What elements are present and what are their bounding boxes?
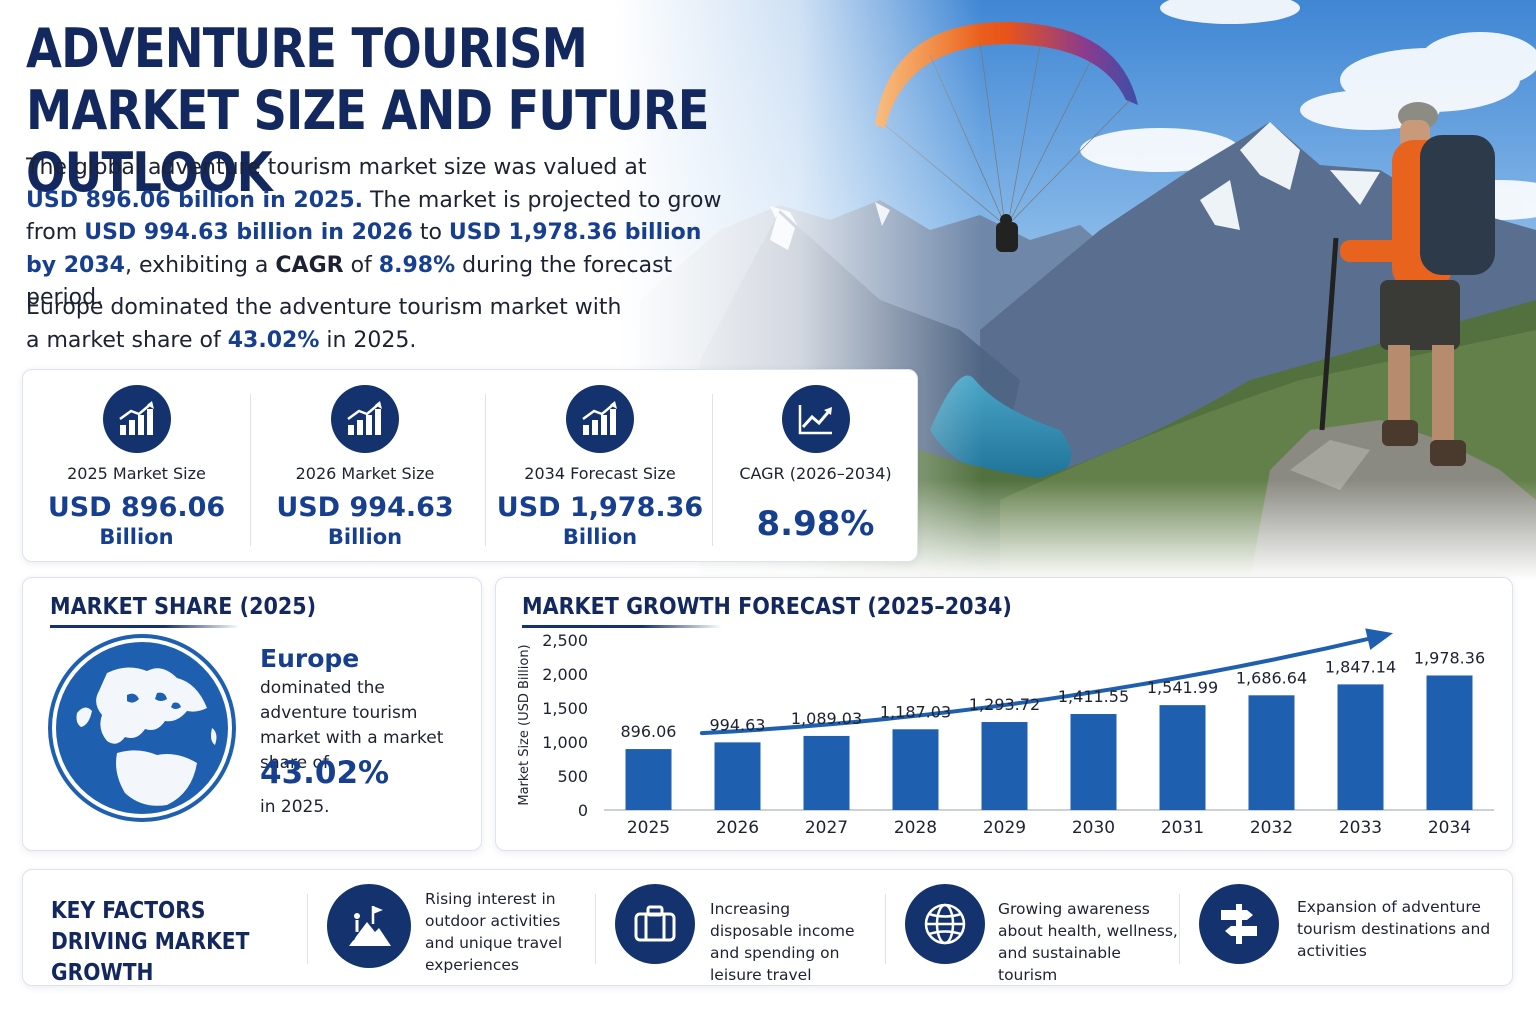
- kpi-label: 2026 Market Size: [295, 464, 435, 483]
- trend-arrow-line: [699, 632, 1390, 736]
- kpi-unit: Billion: [562, 525, 638, 549]
- y-axis-label: Market Size (USD Billion): [517, 644, 532, 805]
- factor-divider: [307, 894, 308, 964]
- kpi-2026-market-size: 2026 Market Size USD 994.63 Billion: [250, 370, 480, 563]
- trend-line-icon: [781, 385, 850, 453]
- y-tick-label: 2,500: [542, 631, 588, 650]
- x-tick-label: 2033: [1339, 818, 1382, 838]
- bar-value-label: 1,686.64: [1236, 668, 1307, 687]
- kpi-value: USD 1,978.36: [496, 492, 704, 523]
- bar-2034: [1426, 675, 1473, 810]
- kpi-2025-market-size: 2025 Market Size USD 896.06 Billion: [23, 370, 250, 563]
- bar-chart-up-icon: [102, 385, 171, 453]
- x-tick-label: 2026: [716, 818, 759, 838]
- kpi-divider: [250, 394, 251, 546]
- market-share-year: in 2025.: [260, 797, 330, 817]
- signpost-icon: [1199, 884, 1279, 964]
- kpi-2034-forecast-size: 2034 Forecast Size USD 1,978.36 Billion: [485, 370, 715, 563]
- bar-value-label: 1,187.03: [880, 702, 951, 721]
- bar-value-label: 1,978.36: [1414, 648, 1485, 667]
- bar-2029: [981, 722, 1028, 810]
- growth-bar-chart: Market Size (USD Billion) 2,500 2,000 1,500…: [517, 628, 1494, 838]
- x-tick-label: 2025: [627, 818, 670, 838]
- kpi-unit: Billion: [327, 525, 403, 549]
- x-tick-label: 2029: [983, 818, 1026, 838]
- bar-value-label: 1,411.55: [1058, 687, 1129, 706]
- globe-icon: [905, 884, 985, 964]
- intro-paragraph-2: Europe dominated the adventure tourism m…: [26, 295, 622, 353]
- x-tick-label: 2032: [1250, 818, 1293, 838]
- kpi-divider: [712, 394, 713, 546]
- x-tick-label: 2031: [1161, 818, 1204, 838]
- globe-europe-icon: [48, 634, 236, 822]
- bar-value-label: 1,847.14: [1325, 657, 1396, 676]
- y-tick-label: 2,000: [542, 665, 588, 684]
- bar-2031: [1159, 705, 1206, 810]
- bar-value-label: 896.06: [621, 722, 677, 741]
- title-underline: [50, 625, 240, 628]
- factor-text: Rising interest in outdoor activities an…: [425, 890, 563, 974]
- bar-2030: [1070, 714, 1117, 810]
- y-tick-label: 500: [557, 767, 588, 786]
- kpi-card: 2025 Market Size USD 896.06 Billion 2026…: [22, 369, 918, 562]
- bar-2025: [625, 749, 672, 810]
- hiker-mountain-flag-icon: [327, 884, 411, 968]
- market-share-region: Europe: [260, 644, 360, 673]
- x-tick-label: 2028: [894, 818, 937, 838]
- bar-value-label: 1,293.72: [969, 695, 1040, 714]
- bar-chart-up-icon: [331, 385, 399, 453]
- x-tick-label: 2034: [1428, 818, 1471, 838]
- bar-value-label: 1,541.99: [1147, 678, 1218, 697]
- bar-2026: [714, 742, 761, 810]
- kpi-value: USD 896.06: [47, 492, 226, 523]
- kpi-divider: [485, 394, 486, 546]
- growth-chart-card: Market Size (USD Billion) 2,500 2,000 1,500…: [495, 577, 1513, 851]
- factor-text: Increasing disposable income and spendin…: [710, 900, 855, 984]
- factor-text: Expansion of adventure tourism destinati…: [1297, 898, 1491, 960]
- kpi-cagr: CAGR (2026–2034) 8.98%: [712, 370, 919, 563]
- market-share-description: dominated the adventure tourism market w…: [260, 678, 444, 773]
- factor-divider: [595, 894, 596, 964]
- page-title: ADVENTURE TOURISM MARKET SIZE AND FUTURE…: [26, 17, 710, 204]
- factor-divider: [885, 894, 886, 964]
- x-tick-label: 2030: [1072, 818, 1115, 838]
- factor-text: Growing awareness about health, wellness…: [998, 900, 1178, 984]
- key-factors-card: KEY FACTORS DRIVING MARKET GROWTH Rising…: [22, 869, 1513, 986]
- intro-paragraph-1: The global adventure tourism market size…: [26, 155, 722, 310]
- kpi-label: CAGR (2026–2034): [739, 464, 892, 483]
- kpi-label: 2034 Forecast Size: [524, 464, 676, 483]
- bar-2033: [1337, 684, 1384, 810]
- bar-2032: [1248, 695, 1295, 810]
- y-tick-label: 1,500: [542, 699, 588, 718]
- bar-chart-up-icon: [566, 385, 634, 453]
- bar-value-label: 994.63: [710, 715, 766, 734]
- bar-2028: [892, 729, 939, 810]
- kpi-value: 8.98%: [756, 504, 875, 544]
- market-share-card: MARKET SHARE (2025) Europe dominated the…: [22, 577, 482, 851]
- chart-title: MARKET GROWTH FORECAST (2025–2034): [522, 594, 1012, 620]
- bar-2027: [803, 735, 850, 810]
- x-tick-label: 2027: [805, 818, 848, 838]
- y-tick-label: 1,000: [542, 733, 588, 752]
- suitcase-icon: [615, 884, 695, 964]
- market-share-percent: 43.02%: [260, 755, 390, 791]
- market-share-title: MARKET SHARE (2025): [50, 594, 317, 620]
- y-tick-label: 0: [578, 801, 588, 820]
- title-underline: [522, 625, 722, 628]
- bar-value-label: 1,089.03: [791, 709, 862, 728]
- kpi-label: 2025 Market Size: [67, 464, 206, 483]
- trend-arrow-head: [1365, 628, 1394, 650]
- factor-divider: [1179, 894, 1180, 964]
- kpi-value: USD 994.63: [276, 492, 454, 523]
- kpi-unit: Billion: [99, 525, 174, 549]
- key-factors-title: KEY FACTORS DRIVING MARKET GROWTH: [51, 898, 250, 986]
